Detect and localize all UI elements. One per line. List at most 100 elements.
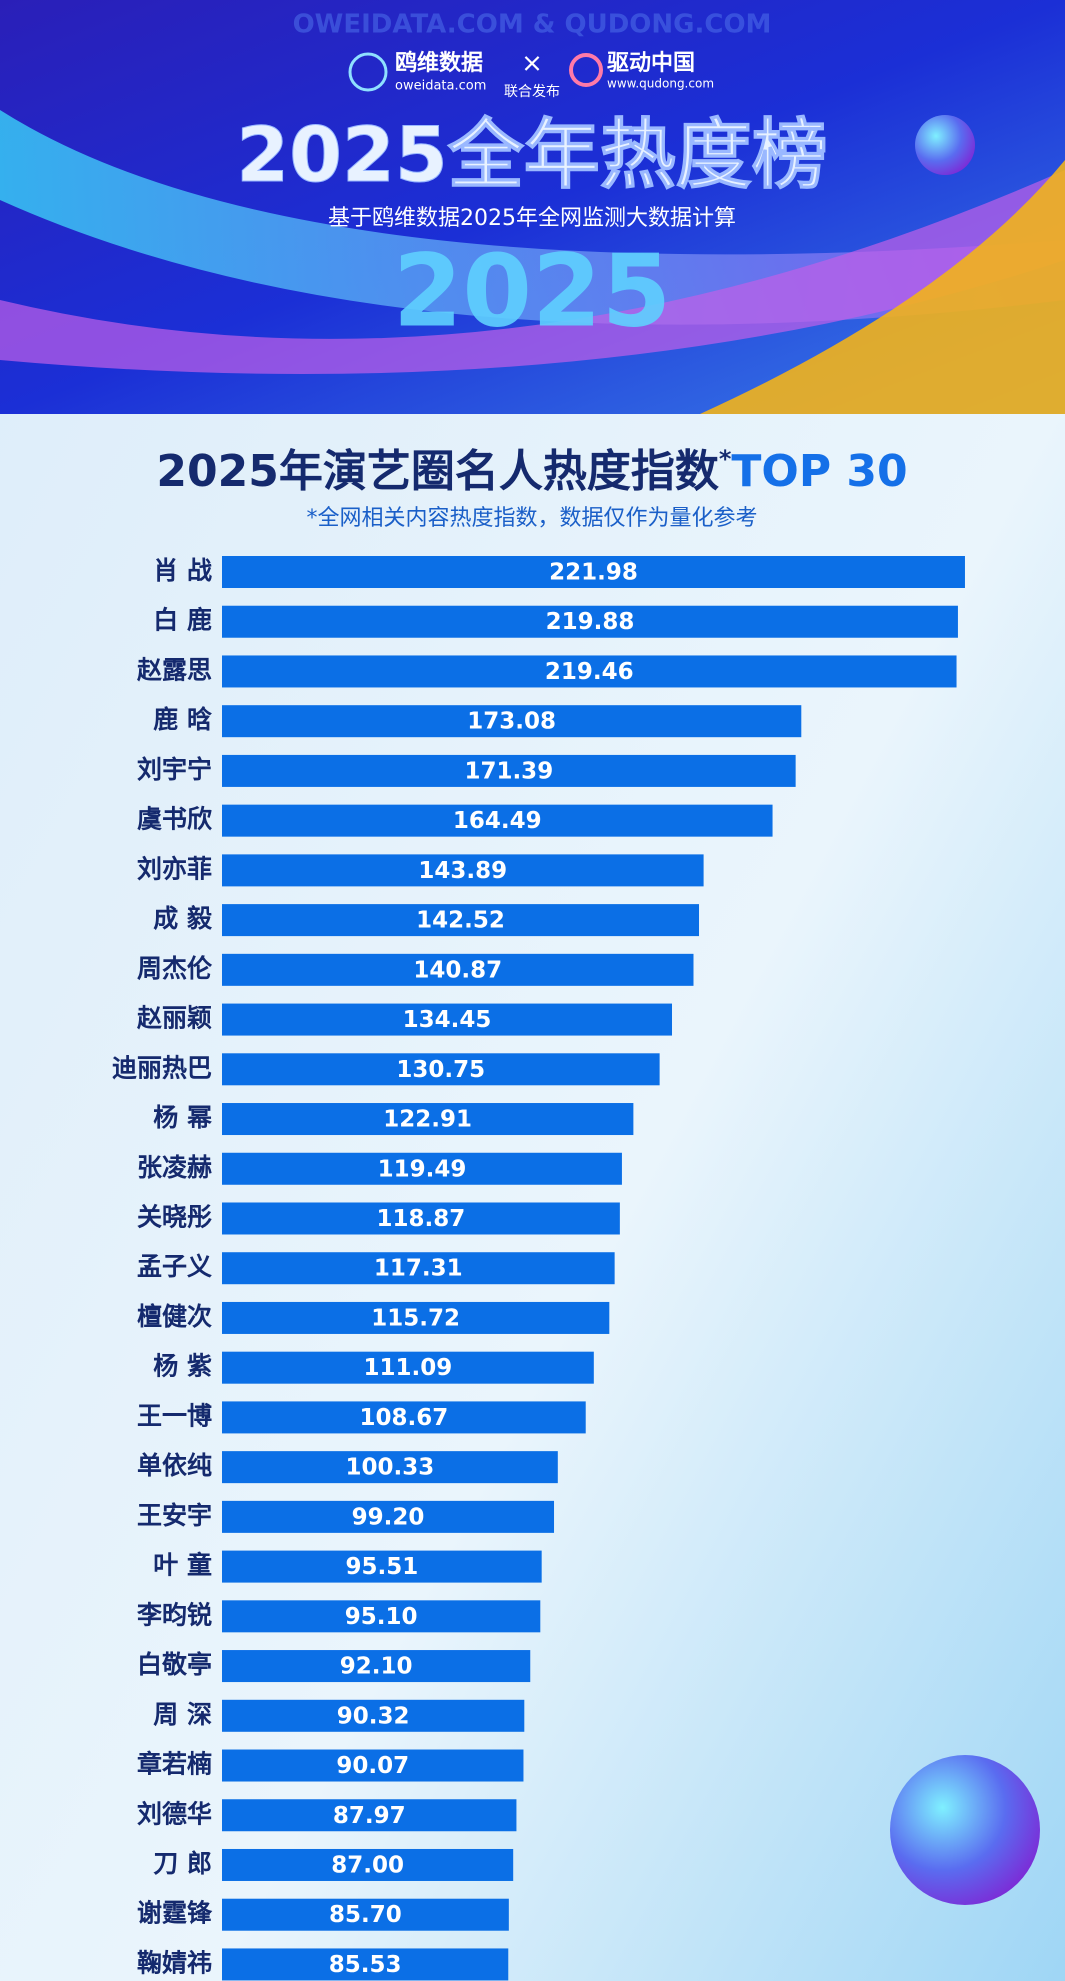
watermark: OWEIDATA.COM & QUDONG.COM xyxy=(293,10,772,40)
category-label: 刀 郎 xyxy=(153,1849,212,1878)
value-label: 173.08 xyxy=(467,709,556,735)
bar xyxy=(222,1152,622,1185)
header-wave xyxy=(700,160,1065,414)
category-label: 赵丽颖 xyxy=(136,1004,212,1033)
bar xyxy=(222,1600,541,1633)
logo1-icon xyxy=(348,52,388,92)
decor-ball xyxy=(915,115,975,175)
value-label: 130.75 xyxy=(396,1057,485,1083)
bar xyxy=(222,1301,610,1334)
category-label: 王安宇 xyxy=(137,1501,212,1530)
bar xyxy=(222,1550,542,1583)
category-label: 章若楠 xyxy=(137,1750,212,1779)
value-label: 85.53 xyxy=(329,1952,402,1978)
bar xyxy=(222,1799,517,1832)
bar xyxy=(222,705,802,738)
bar xyxy=(222,1898,509,1931)
bar xyxy=(222,1401,586,1434)
chart-title-suffix: TOP 30 xyxy=(731,446,907,497)
value-label: 171.39 xyxy=(464,758,553,784)
chart-title: 2025年演艺圈名人热度指数*TOP 30 xyxy=(156,445,907,497)
bar xyxy=(222,1252,615,1285)
category-label: 迪丽热巴 xyxy=(112,1053,212,1082)
bar xyxy=(222,1103,634,1136)
bar xyxy=(222,1351,594,1384)
category-label: 虞书欣 xyxy=(137,805,212,834)
category-label: 叶 童 xyxy=(153,1551,212,1580)
bar xyxy=(222,1053,660,1086)
bar xyxy=(222,1451,558,1484)
category-label: 白敬亭 xyxy=(137,1650,212,1679)
header-title: 2025全年热度榜 xyxy=(236,110,828,199)
value-label: 100.33 xyxy=(346,1455,435,1481)
category-label: 刘亦菲 xyxy=(137,854,212,883)
header-wave xyxy=(0,170,1065,375)
value-label: 115.72 xyxy=(371,1305,460,1331)
category-label: 张凌赫 xyxy=(137,1153,212,1182)
category-label: 周 深 xyxy=(153,1700,212,1729)
category-label: 檀健次 xyxy=(137,1302,212,1331)
value-label: 142.52 xyxy=(416,908,505,934)
value-label: 117.31 xyxy=(374,1256,463,1282)
value-label: 95.51 xyxy=(345,1554,418,1580)
value-label: 221.98 xyxy=(549,560,638,586)
bar xyxy=(222,1848,514,1881)
category-label: 鹿 晗 xyxy=(153,705,212,734)
value-label: 143.89 xyxy=(418,858,507,884)
bar xyxy=(222,904,700,937)
category-label: 鞠婧祎 xyxy=(137,1948,212,1977)
bar xyxy=(222,605,958,638)
bar xyxy=(222,754,796,787)
chart-title-main: 2025年演艺圈名人热度指数 xyxy=(156,446,718,497)
value-label: 118.87 xyxy=(377,1206,466,1232)
value-label: 122.91 xyxy=(383,1107,472,1133)
bar xyxy=(222,1003,673,1036)
value-label: 90.32 xyxy=(337,1703,410,1729)
logo2-name: 驱动中国 xyxy=(607,51,695,76)
logo1-name: 鸥维数据 xyxy=(395,50,483,76)
joint-label: 联合发布 xyxy=(504,84,560,100)
category-label: 关晓彤 xyxy=(137,1202,212,1231)
value-label: 111.09 xyxy=(364,1355,453,1381)
value-label: 164.49 xyxy=(453,808,542,834)
category-label: 赵露思 xyxy=(136,655,212,684)
bar xyxy=(222,1749,524,1782)
bars: 肖 战 221.98 白 鹿 219.88 赵露思 219.46 鹿 晗 173.08 刘宇宁 1… xyxy=(112,556,965,1981)
bar xyxy=(222,1202,620,1235)
category-label: 谢霆锋 xyxy=(137,1899,213,1928)
logo1-url: oweidata.com xyxy=(395,79,486,94)
category-label: 刘宇宁 xyxy=(137,755,212,784)
value-label: 85.70 xyxy=(329,1902,402,1928)
bar xyxy=(222,655,957,688)
value-label: 108.67 xyxy=(359,1405,448,1431)
value-label: 95.10 xyxy=(345,1604,418,1630)
category-label: 肖 战 xyxy=(153,556,212,585)
category-label: 杨 紫 xyxy=(153,1352,212,1381)
decor-ball xyxy=(890,1755,1040,1905)
value-label: 90.07 xyxy=(336,1753,409,1779)
category-label: 孟子义 xyxy=(137,1252,212,1281)
value-label: 219.88 xyxy=(546,609,635,635)
logo2-icon xyxy=(569,53,603,87)
category-label: 刘德华 xyxy=(137,1799,212,1828)
category-label: 李昀锐 xyxy=(137,1600,212,1629)
category-label: 王一博 xyxy=(137,1401,212,1430)
value-label: 134.45 xyxy=(403,1007,492,1033)
category-label: 单依纯 xyxy=(137,1451,212,1480)
value-label: 87.97 xyxy=(333,1803,406,1829)
bar xyxy=(222,556,965,588)
value-label: 119.49 xyxy=(378,1156,467,1182)
value-label: 219.46 xyxy=(545,659,634,685)
chart-title-mark: * xyxy=(719,445,732,473)
cross: × xyxy=(521,49,543,79)
value-label: 87.00 xyxy=(331,1852,404,1878)
value-label: 92.10 xyxy=(340,1654,413,1680)
bar xyxy=(222,1699,525,1732)
value-label: 140.87 xyxy=(413,957,502,983)
bar xyxy=(222,953,694,986)
bar xyxy=(222,804,773,837)
category-label: 成 毅 xyxy=(153,904,213,933)
header-year: 2025 xyxy=(393,232,671,349)
category-label: 白 鹿 xyxy=(153,606,212,635)
